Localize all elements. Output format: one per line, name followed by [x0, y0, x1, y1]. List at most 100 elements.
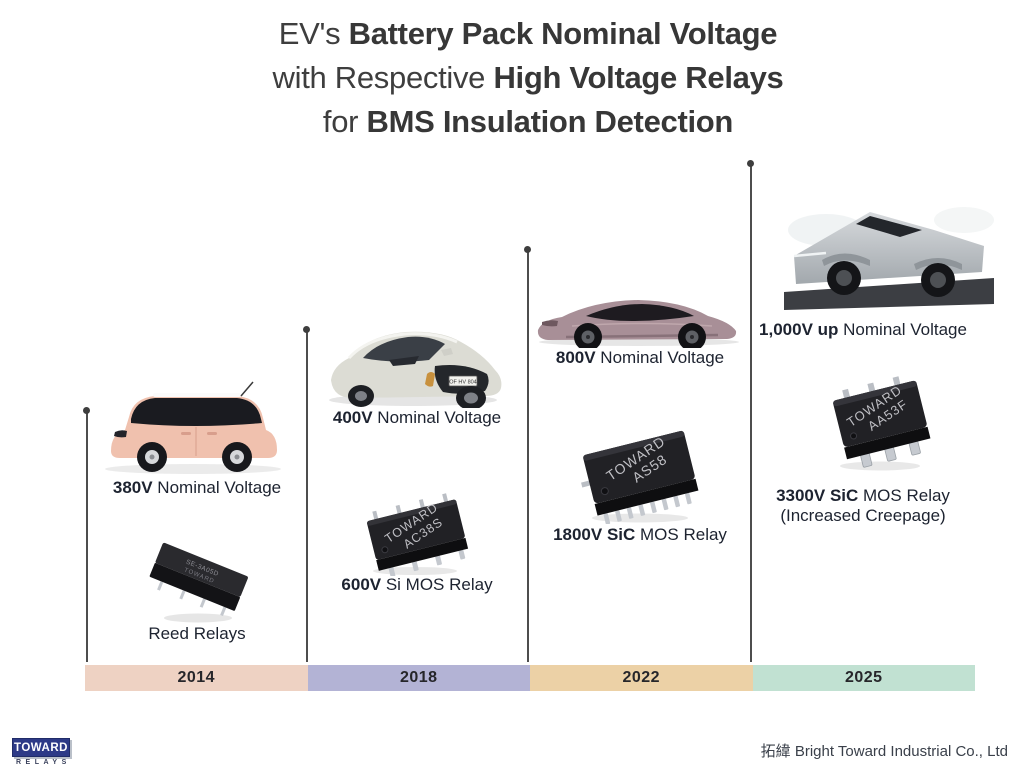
relay-pin	[650, 501, 657, 513]
relay-pin	[411, 559, 419, 572]
mos-relay-ac38s-image: TOWARD AC38S	[367, 493, 469, 576]
timeline-axis-dot-2018	[303, 326, 310, 333]
relay-label-bold: 3300V SiC	[776, 486, 859, 505]
relay-pin	[615, 510, 622, 522]
relay-label-text: MOS Relay	[635, 525, 727, 544]
voltage-value: 1,000V up	[759, 320, 839, 339]
relay-label-text: Si MOS Relay	[381, 575, 493, 594]
relay-label-2014: Reed Relays	[87, 624, 307, 644]
relay-front-face	[149, 562, 240, 611]
logo-box: TOWARD	[12, 738, 70, 757]
title-line-2-bold: High Voltage Relays	[493, 60, 784, 95]
car-door-handle	[207, 432, 217, 435]
voltage-value: 380V	[112, 478, 153, 497]
rose-sports-sedan-image	[537, 300, 739, 348]
relay-front-face	[844, 426, 931, 460]
car-headlight	[114, 430, 127, 438]
relay-label-line-2: (Increased Creepage)	[780, 506, 946, 525]
relay-index-dot	[381, 546, 389, 554]
page-title: EV's Battery Pack Nominal Voltage with R…	[16, 12, 1024, 144]
license-plate	[448, 375, 478, 387]
relay-reflection	[840, 461, 920, 471]
timeline-axis-2014	[86, 412, 88, 662]
title-line-2-regular: with Respective	[272, 60, 494, 95]
car-shadow	[105, 464, 281, 474]
car-wheel-cap	[690, 335, 694, 339]
relay-reflection	[164, 613, 232, 623]
car-drl	[425, 372, 435, 387]
relay-package: TOWARD AC38S	[367, 493, 469, 576]
relay-label-text: Reed Relays	[148, 624, 246, 643]
company-name: 拓緯 Bright Toward Industrial Co., Ltd	[760, 743, 1008, 760]
relay-pin	[388, 565, 396, 576]
title-line-1: EV's Battery Pack Nominal Voltage	[16, 12, 1024, 56]
relay-pin	[434, 553, 442, 566]
relay-pin	[685, 492, 692, 505]
car-window	[856, 216, 922, 237]
relay-package: TOWARD AA53F	[833, 376, 931, 468]
title-line-3: for BMS Insulation Detection	[16, 100, 1024, 144]
timeline-year-bar: 2014 2018 2022 2025	[85, 665, 975, 691]
voltage-text: Nominal Voltage	[372, 408, 502, 427]
voltage-label-2014: 380V Nominal Voltage	[87, 478, 307, 498]
relay-top-bevel	[583, 430, 685, 461]
relay-front-face	[594, 478, 699, 516]
timeline-axis-dot-2014	[83, 407, 90, 414]
relay-pin	[442, 493, 449, 504]
relay-label-bold: 600V	[341, 575, 382, 594]
license-plate-text: OF HV 804	[449, 380, 477, 386]
car-wheel-cap	[149, 454, 155, 460]
title-line-3-bold: BMS Insulation Detection	[366, 104, 734, 139]
year-segment-2025: 2025	[752, 665, 975, 691]
relay-label-2022: 1800V SiC MOS Relay	[529, 525, 751, 545]
car-wheel-hub	[355, 391, 367, 401]
relay-package: SE-3A05D TOWARD	[149, 542, 248, 617]
relay-reflection	[592, 513, 688, 523]
timeline-axis-dot-2022	[524, 246, 531, 253]
relay-pin	[372, 510, 379, 522]
voltage-text: Nominal Voltage	[595, 348, 725, 367]
relay-pin	[395, 504, 402, 516]
voltage-text: Nominal Voltage	[152, 478, 282, 497]
car-headlight	[389, 356, 419, 366]
mos-relay-aa53f-image: TOWARD AA53F	[833, 376, 931, 471]
road-shadow	[784, 278, 994, 310]
relay-top-face	[155, 542, 248, 597]
silver-cybertruck-image	[784, 207, 994, 310]
timeline-axis-dot-2025	[747, 160, 754, 167]
relay-pin	[199, 598, 206, 608]
relay-index-dot	[600, 487, 609, 496]
car-glass-roof	[131, 398, 262, 426]
car-antenna	[240, 381, 254, 397]
relay-top-face	[367, 499, 465, 560]
voltage-label-2022: 800V Nominal Voltage	[529, 348, 751, 368]
relay-pin	[418, 499, 426, 510]
relay-label-2025: 3300V SiC MOS Relay (Increased Creepage)	[751, 486, 975, 526]
year-segment-2018: 2018	[307, 665, 530, 691]
relay-package: TOWARD AS58	[581, 430, 699, 524]
voltage-value: 400V	[332, 408, 373, 427]
car-roof-highlight	[347, 332, 458, 360]
voltage-value: 800V	[555, 348, 596, 367]
timeline-axis-2022	[527, 251, 529, 662]
relay-pin	[157, 581, 164, 591]
relay-label-line-1: 3300V SiC MOS Relay	[751, 486, 975, 506]
relay-index-dot	[850, 432, 858, 440]
title-line-2: with Respective High Voltage Relays	[16, 56, 1024, 100]
car-wheel-hub	[464, 392, 478, 404]
reed-relay-image: SE-3A05D TOWARD	[149, 542, 248, 623]
relay-top-bevel	[833, 380, 917, 407]
car-door-handle	[181, 432, 191, 435]
car-lightbar	[793, 251, 827, 258]
toward-relays-logo: TOWARD RELAYS	[12, 738, 71, 766]
relay-pin	[179, 590, 186, 600]
silver-hatchback-image: OF HV 804	[329, 331, 502, 408]
relay-pin	[661, 498, 669, 511]
background-splash	[934, 207, 994, 233]
car-wheel-hub	[836, 270, 852, 286]
year-segment-2022: 2022	[530, 665, 753, 691]
car-wheel-hub	[930, 272, 946, 288]
relay-pin	[581, 480, 591, 488]
car-windshield	[363, 336, 445, 362]
